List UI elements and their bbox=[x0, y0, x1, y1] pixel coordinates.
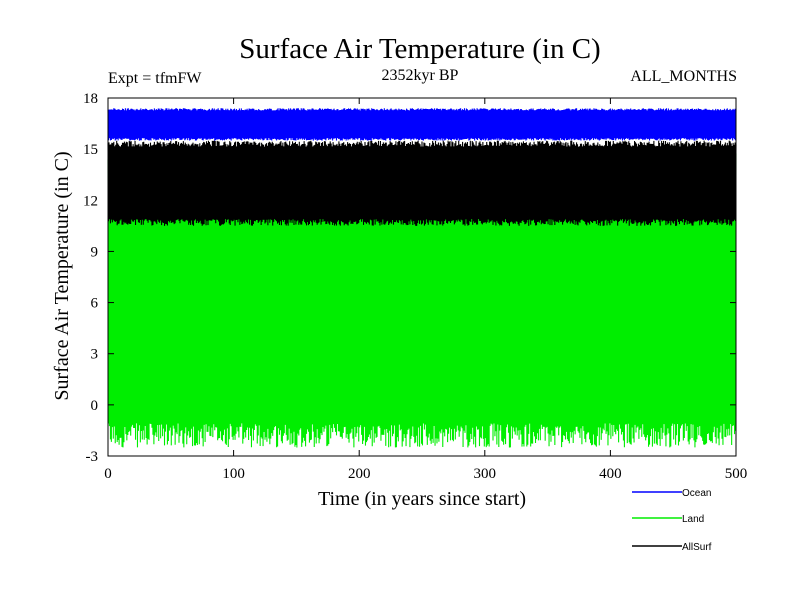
experiment-label: Expt = tfmFW bbox=[108, 70, 202, 87]
x-tick-label: 300 bbox=[474, 466, 497, 482]
y-tick-label: 6 bbox=[91, 296, 99, 312]
legend-label-land: Land bbox=[682, 514, 704, 525]
chart-subtitle: 2352kyr BP bbox=[382, 67, 459, 84]
tick-layer: 0 100 200 300 400 500 -3 0 3 6 9 12 15 18 bbox=[83, 91, 747, 482]
legend-label-ocean: Ocean bbox=[682, 488, 711, 499]
months-label: ALL_MONTHS bbox=[630, 68, 737, 85]
plot-frame bbox=[107, 97, 737, 457]
y-tick-label: 15 bbox=[83, 142, 98, 158]
y-tick-label: -3 bbox=[86, 449, 99, 465]
y-tick-label: 12 bbox=[83, 193, 98, 209]
y-tick-label: 18 bbox=[83, 91, 98, 107]
y-tick-label: 9 bbox=[91, 244, 99, 260]
series-line-allsurf bbox=[107, 140, 737, 226]
y-tick-label: 3 bbox=[91, 347, 99, 363]
x-tick-label: 500 bbox=[725, 466, 748, 482]
x-axis-label: Time (in years since start) bbox=[318, 488, 526, 510]
y-axis-label: Surface Air Temperature (in C) bbox=[51, 151, 73, 400]
x-tick-label: 100 bbox=[222, 466, 245, 482]
series-line-ocean bbox=[107, 108, 737, 141]
series-layer bbox=[107, 108, 737, 448]
chart-title: Surface Air Temperature (in C) bbox=[239, 33, 600, 65]
x-tick-label: 0 bbox=[104, 466, 112, 482]
legend: Ocean Land AllSurf bbox=[632, 488, 712, 553]
x-tick-label: 200 bbox=[348, 466, 371, 482]
y-tick-label: 0 bbox=[91, 398, 99, 414]
legend-label-allsurf: AllSurf bbox=[682, 542, 712, 553]
x-tick-label: 400 bbox=[599, 466, 622, 482]
